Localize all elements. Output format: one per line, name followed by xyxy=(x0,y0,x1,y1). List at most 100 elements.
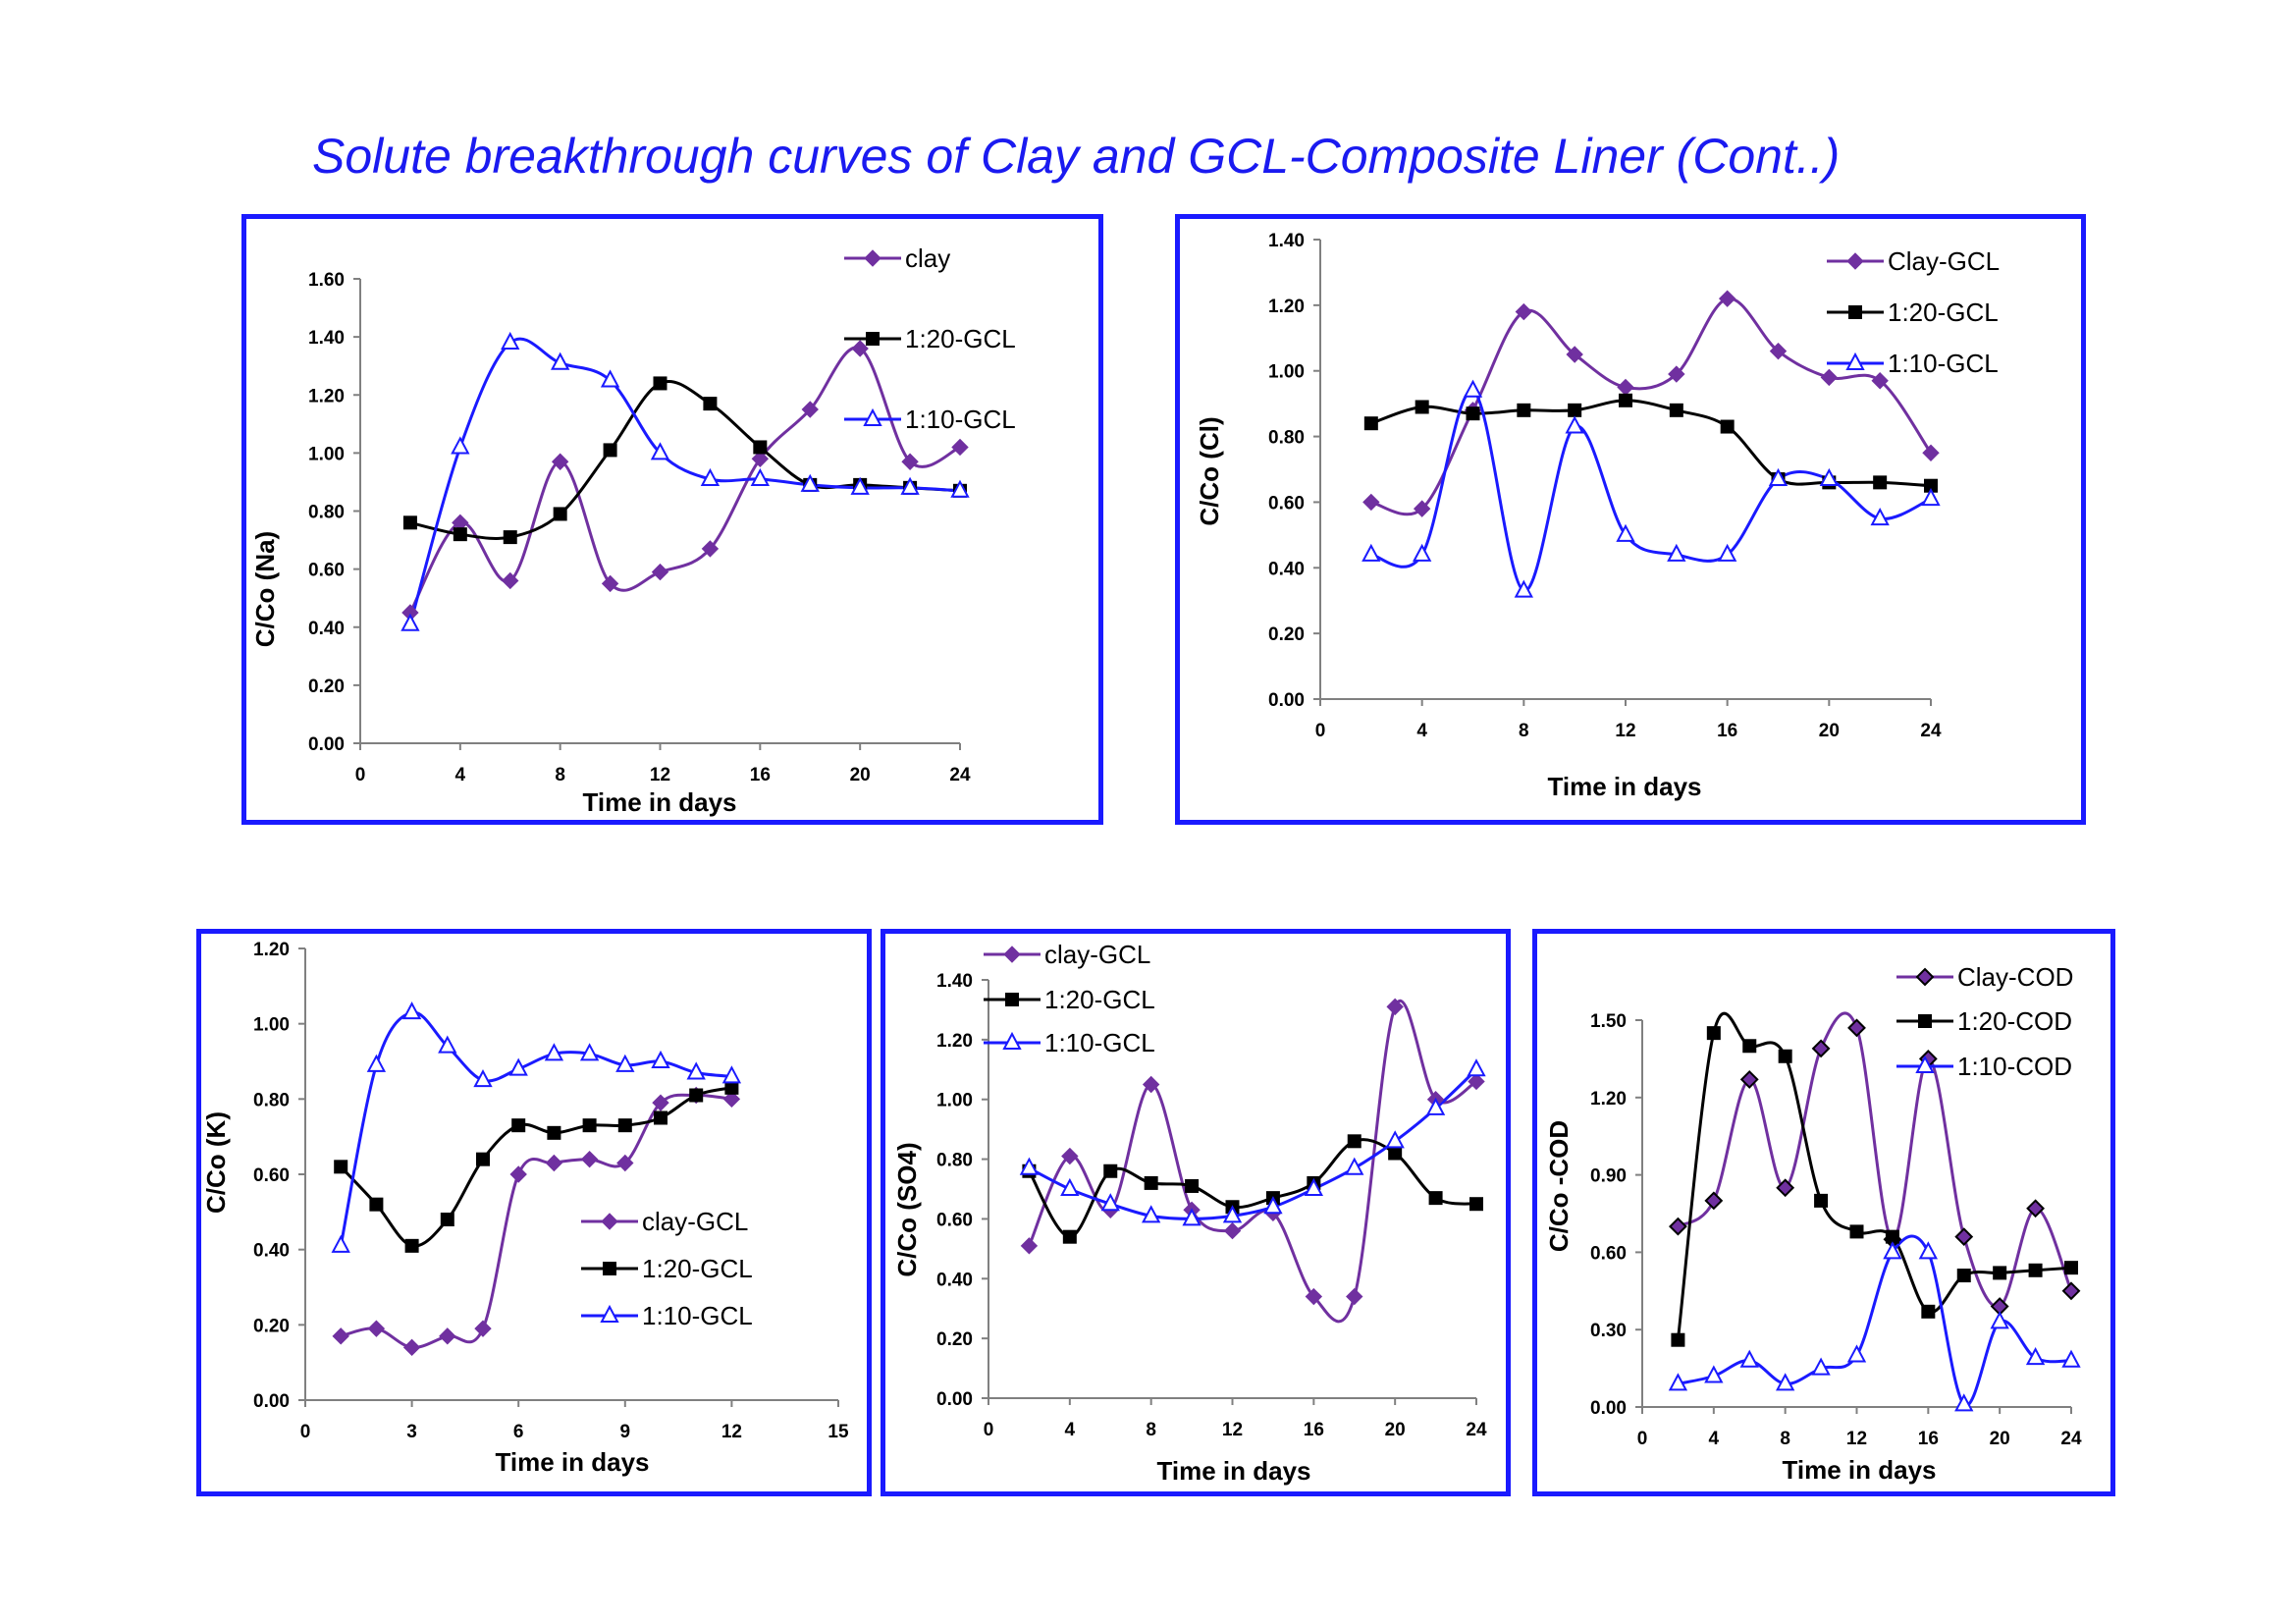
x-tick-label: 12 xyxy=(1615,721,1635,741)
y-axis-title: C/Co (Cl) xyxy=(1195,416,1224,525)
x-tick-label: 20 xyxy=(1819,721,1840,741)
data-point-1-20-gcl xyxy=(753,440,768,455)
x-axis-title: Time in days xyxy=(1547,772,1701,801)
data-point-1-10-gcl xyxy=(473,1069,493,1088)
data-point-1-20-gcl xyxy=(653,376,667,391)
data-point-1-10-gcl xyxy=(1425,1097,1446,1115)
data-point-clay-gcl xyxy=(367,1320,386,1337)
y-tick-label: 1.40 xyxy=(308,328,345,349)
data-point-1-20-gcl xyxy=(547,1125,561,1140)
data-point-clay xyxy=(901,453,919,470)
data-point-1-10-gcl xyxy=(544,1043,564,1061)
data-point-1-10-gcl xyxy=(1019,1157,1040,1175)
data-point-clay-cod xyxy=(2061,1281,2081,1301)
data-point-1-10-gcl xyxy=(900,476,920,495)
data-point-1-10-gcl xyxy=(1263,1196,1283,1215)
data-point-clay-gcl xyxy=(1413,500,1431,517)
page-title: Solute breakthrough curves of Clay and G… xyxy=(312,129,1841,184)
data-point-clay-cod xyxy=(1811,1039,1831,1058)
data-point-1-20-cod xyxy=(1814,1193,1829,1208)
x-tick-label: 24 xyxy=(2060,1429,2082,1449)
legend-label-1-10-cod: 1:10-COD xyxy=(1957,1052,2072,1081)
series-line-1-10-cod xyxy=(1678,1234,2072,1407)
chart-cl-panel: 0.00 0.20 0.40 0.60 0.80 1.00 1.20 1.40 0 4 8 12 16 2… xyxy=(1175,214,2086,825)
data-point-clay-cod xyxy=(1669,1217,1687,1236)
x-tick-label: 3 xyxy=(406,1422,417,1442)
data-point-1-10-gcl xyxy=(1819,467,1839,487)
data-point-clay-cod xyxy=(1739,1069,1759,1089)
y-tick-label: 0.00 xyxy=(253,1391,290,1412)
data-point-1-10-cod xyxy=(1954,1393,1974,1412)
data-point-clay-gcl xyxy=(616,1154,634,1172)
data-point-1-20-gcl xyxy=(1415,400,1429,414)
data-point-1-10-gcl xyxy=(1870,508,1890,526)
x-tick-label: 0 xyxy=(1637,1429,1648,1449)
data-point-1-20-cod xyxy=(1742,1039,1757,1054)
data-point-clay-gcl xyxy=(1668,365,1685,383)
data-point-1-20-gcl xyxy=(1517,403,1531,417)
data-point-1-20-cod xyxy=(1956,1269,1971,1283)
x-tick-label: 12 xyxy=(650,765,670,785)
legend-marker-1-10-gcl xyxy=(600,1304,619,1323)
data-point-1-20-cod xyxy=(1706,1026,1721,1041)
data-point-1-20-gcl xyxy=(369,1197,384,1212)
y-tick-label: 1.00 xyxy=(936,1091,973,1111)
data-point-1-10-cod xyxy=(1918,1241,1939,1260)
data-point-1-10-gcl xyxy=(508,1057,528,1076)
data-point-1-20-gcl xyxy=(1924,478,1938,493)
x-tick-label: 4 xyxy=(1709,1429,1720,1449)
data-point-clay-gcl xyxy=(1468,1072,1485,1091)
data-point-1-20-gcl xyxy=(476,1152,490,1166)
data-point-1-20-cod xyxy=(1778,1049,1792,1063)
data-point-1-10-gcl xyxy=(686,1061,706,1080)
chart-na-panel: 0.00 0.20 0.40 0.60 0.80 1.00 1.20 1.40 1.60 0 4 8 1… xyxy=(241,214,1103,825)
data-point-clay xyxy=(701,540,720,558)
data-point-clay-gcl xyxy=(509,1165,527,1183)
x-tick-label: 8 xyxy=(1146,1420,1156,1440)
legend-marker-1-20-gcl xyxy=(866,332,880,346)
data-point-1-10-gcl xyxy=(1921,487,1941,507)
data-point-1-20-gcl xyxy=(1363,416,1378,431)
y-tick-label: 0.80 xyxy=(308,503,345,523)
legend-marker-1-20-gcl xyxy=(1848,305,1862,319)
y-tick-label: 0.60 xyxy=(1590,1243,1627,1264)
data-point-1-10-gcl xyxy=(1060,1177,1080,1196)
data-point-1-20-gcl xyxy=(1347,1134,1362,1149)
data-point-clay-gcl xyxy=(1515,302,1533,321)
legend-marker-1-10-cod xyxy=(1915,1055,1935,1073)
data-point-1-10-gcl xyxy=(750,467,770,486)
chart-k-panel: 0.00 0.20 0.40 0.60 0.80 1.00 1.20 0 3 6 9 12 15 Tim… xyxy=(196,929,872,1496)
y-axis-title: C/Co -COD xyxy=(1544,1120,1574,1252)
data-point-clay-gcl xyxy=(1061,1147,1079,1165)
data-point-1-20-cod xyxy=(1885,1229,1899,1244)
data-point-1-20-gcl xyxy=(1873,475,1888,490)
data-point-1-10-cod xyxy=(1846,1344,1867,1363)
data-point-1-20-gcl xyxy=(1144,1175,1158,1190)
x-tick-label: 16 xyxy=(1304,1420,1324,1440)
data-point-1-20-cod xyxy=(1921,1304,1936,1319)
x-tick-label: 8 xyxy=(1519,721,1529,741)
data-point-clay-gcl xyxy=(402,1338,421,1357)
data-point-1-10-gcl xyxy=(579,1043,600,1061)
data-point-1-10-cod xyxy=(1776,1373,1795,1391)
legend-label-1-10-gcl: 1:10-GCL xyxy=(1888,349,1999,378)
data-point-1-10-cod xyxy=(1704,1365,1724,1383)
legend-label-1-10-gcl: 1:10-GCL xyxy=(905,405,1016,434)
data-point-clay xyxy=(651,563,669,581)
y-tick-label: 1.20 xyxy=(1268,297,1305,317)
y-tick-label: 0.40 xyxy=(253,1241,290,1262)
data-point-clay-gcl xyxy=(1769,342,1788,360)
y-tick-label: 0.00 xyxy=(308,734,345,755)
y-tick-label: 0.20 xyxy=(936,1329,973,1350)
data-point-1-20-gcl xyxy=(1466,406,1480,421)
legend-marker-clay-gcl xyxy=(601,1213,618,1230)
data-point-1-10-gcl xyxy=(1304,1177,1324,1196)
x-tick-label: 24 xyxy=(1920,721,1942,741)
legend-label-clay-gcl: clay-GCL xyxy=(1044,940,1150,969)
data-point-1-10-gcl xyxy=(1413,543,1432,562)
data-point-1-20-gcl xyxy=(1619,393,1632,407)
y-tick-label: 0.60 xyxy=(253,1165,290,1186)
data-point-1-20-gcl xyxy=(582,1118,597,1133)
y-tick-label: 1.00 xyxy=(1268,362,1305,383)
x-tick-label: 0 xyxy=(1315,721,1326,741)
